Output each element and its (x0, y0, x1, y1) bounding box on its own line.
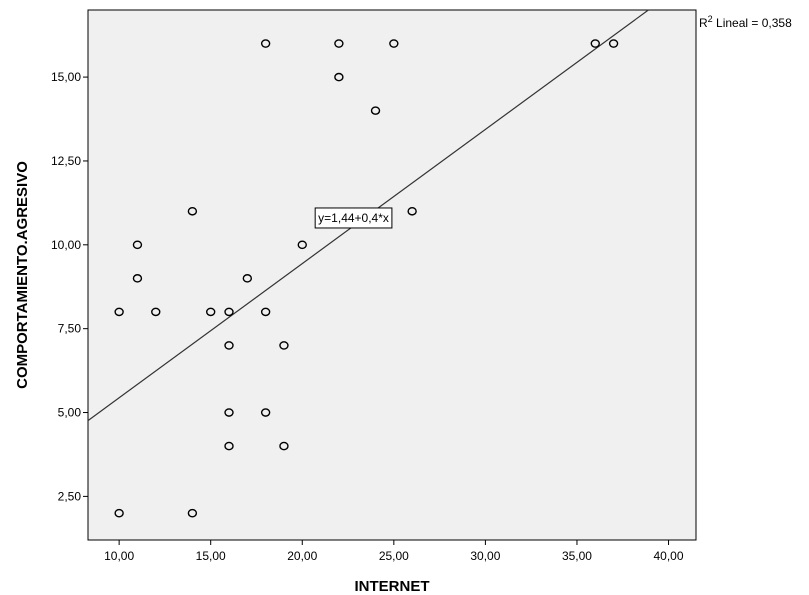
data-point (389, 39, 399, 48)
data-point (205, 307, 216, 317)
data-point (242, 274, 253, 283)
data-point (334, 72, 344, 82)
data-point (297, 240, 307, 250)
data-point (224, 341, 234, 350)
y-axis: 2,50 5,00 7,50 10,00 12,50 15,00 (51, 70, 88, 503)
plot-area (87, 9, 697, 541)
data-point (224, 307, 234, 317)
data-point (151, 307, 161, 317)
data-point (187, 508, 198, 518)
data-point (114, 307, 124, 317)
x-tick-label: 15,00 (196, 549, 226, 563)
data-point (260, 39, 271, 48)
data-point (114, 508, 124, 518)
data-point (187, 206, 198, 216)
y-tick-label: 12,50 (51, 154, 81, 168)
x-tick-label: 20,00 (287, 549, 317, 563)
y-tick-label: 10,00 (51, 238, 81, 252)
data-point (407, 206, 417, 216)
points-group (114, 39, 619, 518)
data-point (260, 408, 271, 417)
x-tick-label: 10,00 (104, 549, 134, 563)
equation-box: y=1,44+0,4*x (314, 207, 393, 229)
data-point (590, 39, 600, 48)
x-tick-label: 40,00 (654, 549, 684, 563)
data-point (370, 106, 381, 115)
y-tick-label: 2,50 (58, 489, 82, 503)
data-point (608, 39, 619, 48)
y-axis-title: COMPORTAMIENTO.AGRESIVO (14, 161, 31, 389)
data-point (132, 240, 143, 250)
equation-label: y=1,44+0,4*x (318, 211, 389, 225)
x-tick-label: 35,00 (562, 549, 592, 563)
data-point (132, 274, 143, 283)
x-tick-label: 25,00 (379, 549, 409, 563)
data-point (224, 408, 234, 417)
y-tick-label: 5,00 (58, 406, 82, 420)
y-tick-label: 15,00 (51, 70, 81, 84)
r2-label: R2 Lineal = 0,358 (699, 14, 792, 30)
r2-superscript: 2 (708, 14, 713, 24)
data-point (334, 39, 344, 48)
data-point (224, 441, 234, 451)
data-point (279, 341, 289, 350)
data-point (260, 307, 271, 317)
r2-text: Lineal = 0,358 (713, 16, 792, 30)
data-point (279, 441, 289, 451)
y-tick-label: 7,50 (58, 322, 82, 336)
x-axis-title: INTERNET (355, 578, 430, 595)
r2-prefix: R (699, 16, 708, 30)
equation-box-border (314, 207, 393, 229)
x-tick-label: 30,00 (470, 549, 500, 563)
x-axis: 10,00 15,00 20,00 25,00 30,00 35,00 40,00 (104, 540, 684, 563)
